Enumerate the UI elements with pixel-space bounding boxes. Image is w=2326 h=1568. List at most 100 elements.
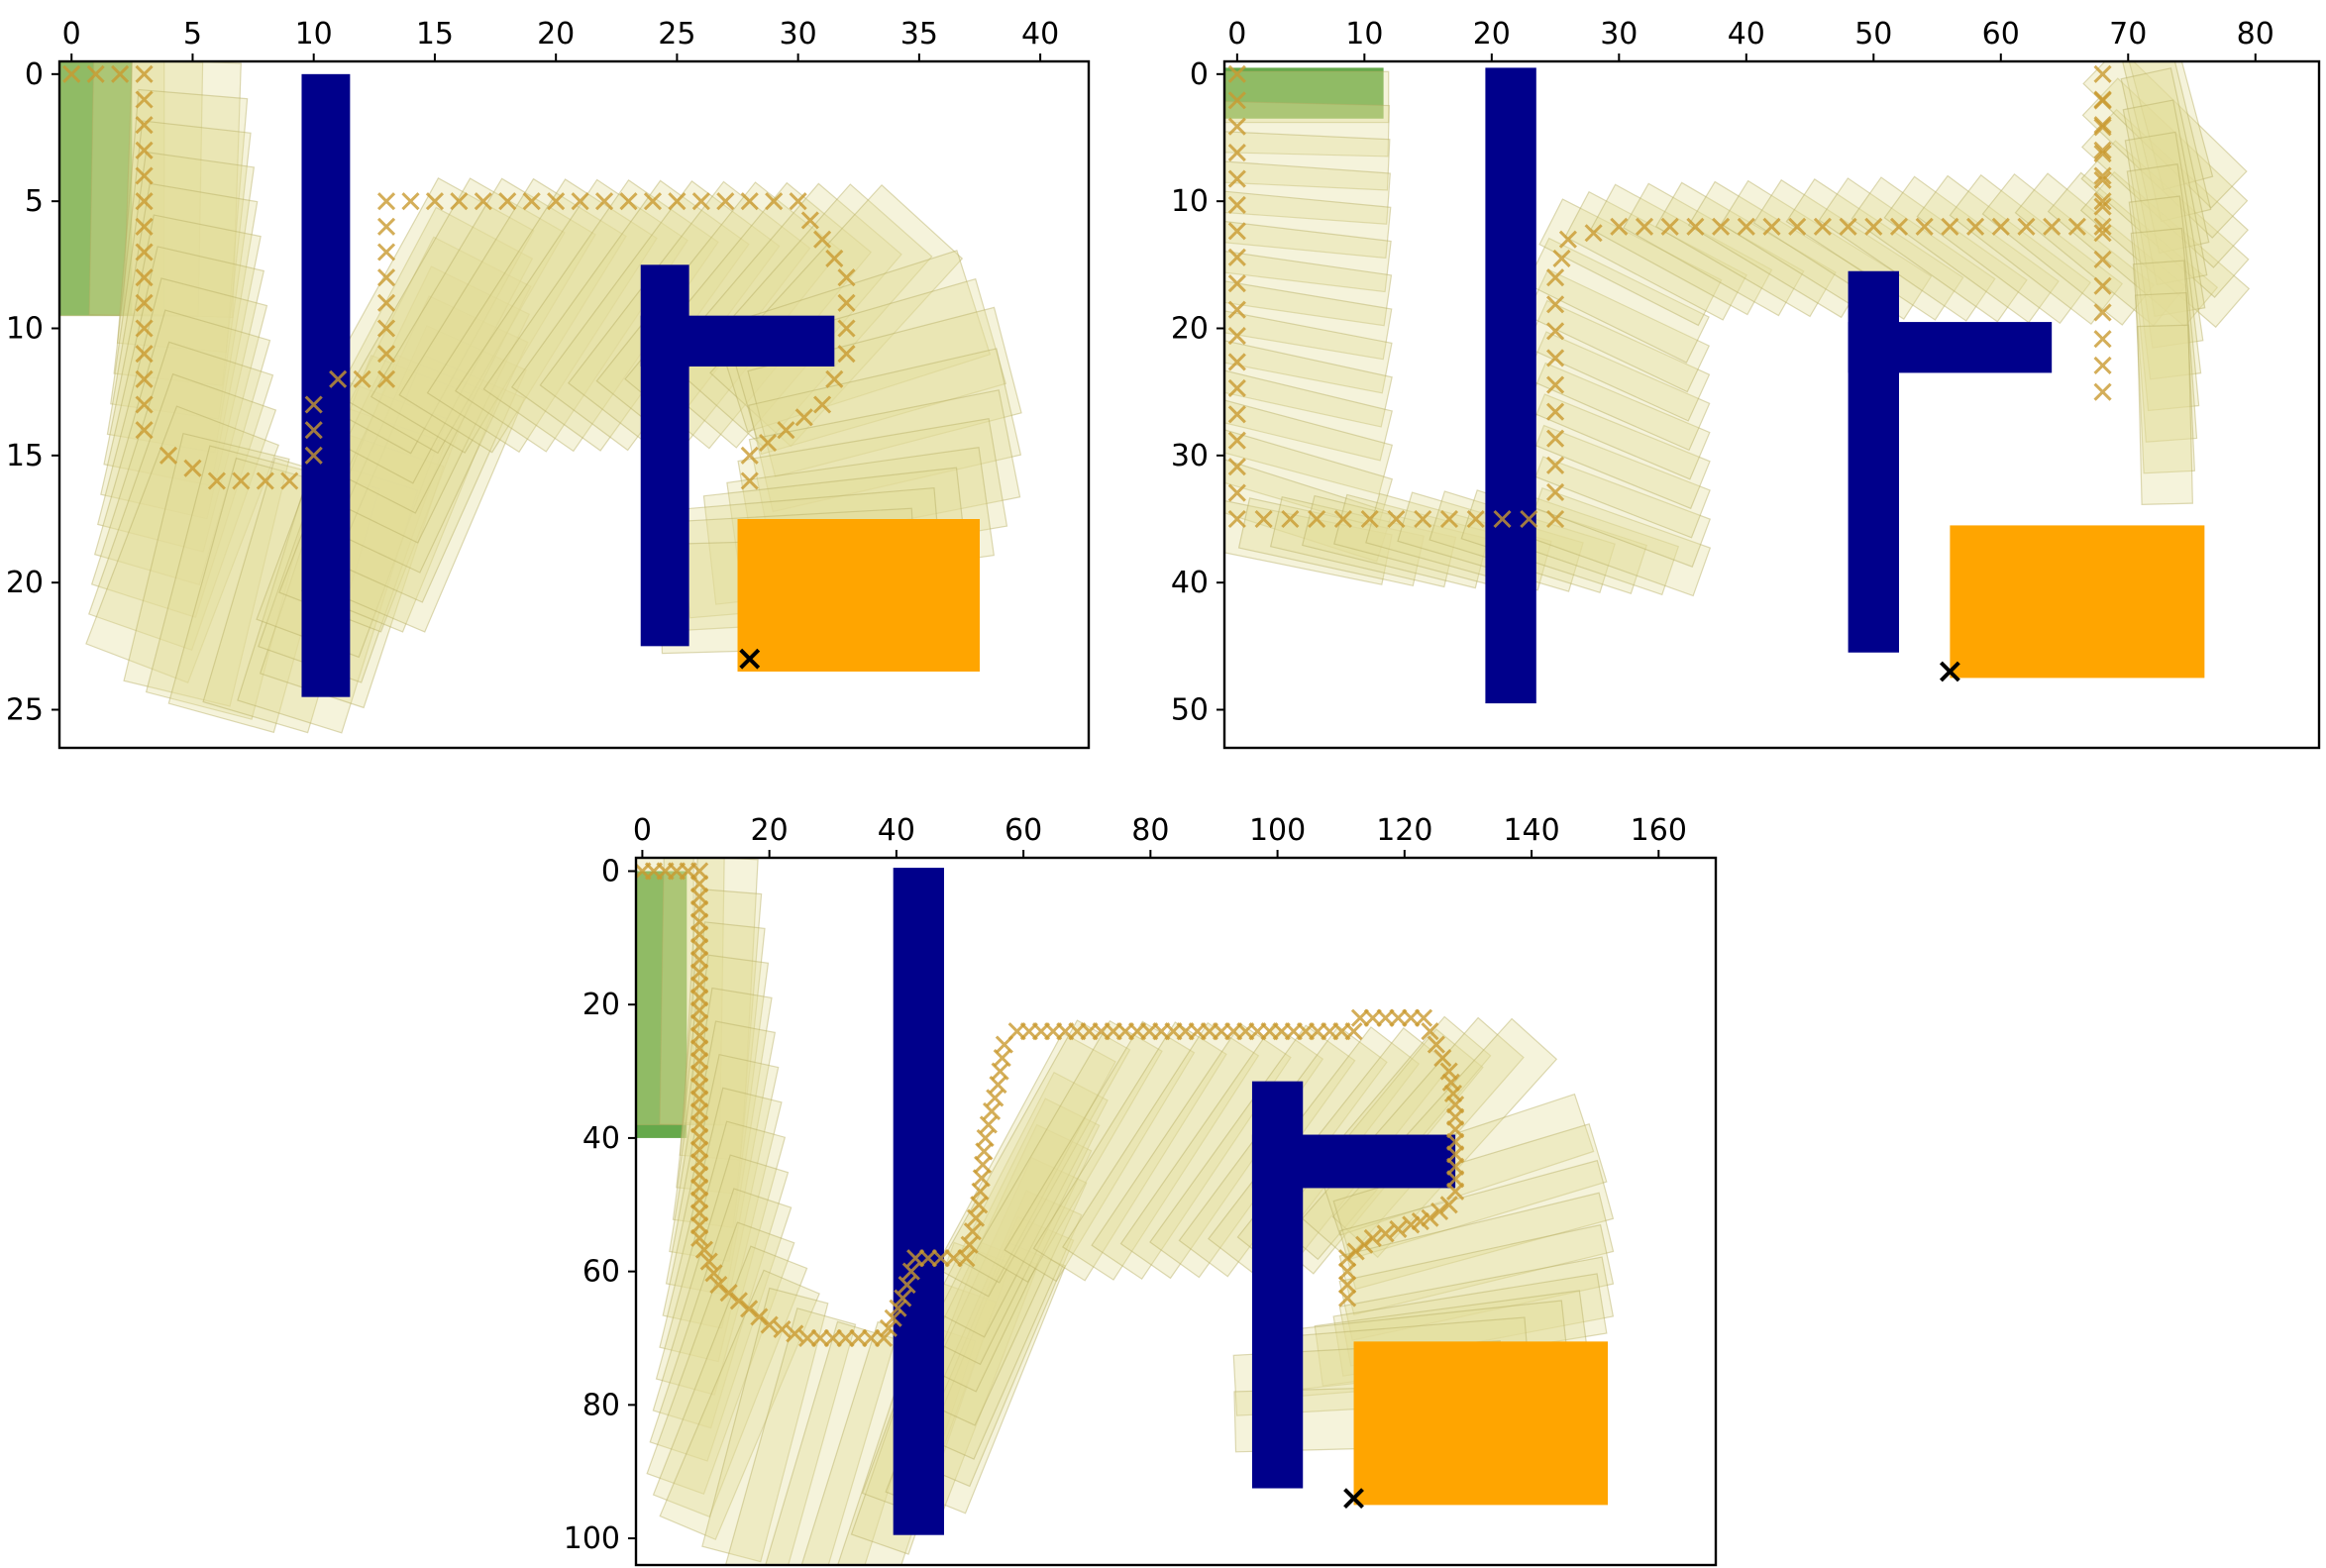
path-marker	[304, 395, 323, 414]
path-marker	[2093, 382, 2112, 401]
path-marker	[1546, 482, 1565, 501]
start-region	[59, 61, 133, 316]
path-marker	[376, 268, 396, 287]
robot-footprint	[925, 1098, 1101, 1366]
path-marker	[1338, 1249, 1357, 1268]
path-marker	[2093, 330, 2112, 349]
robot-footprint	[1981, 172, 2156, 326]
path-marker	[1493, 509, 1512, 529]
robot-footprint	[724, 1307, 857, 1565]
path-marker	[1712, 217, 1731, 236]
robot-footprint	[659, 1087, 783, 1363]
path-marker	[135, 64, 154, 83]
path-marker	[2093, 64, 2112, 83]
path-marker	[2093, 303, 2112, 322]
path-marker	[982, 1101, 1002, 1121]
robot-footprint	[1224, 398, 1394, 495]
path-marker	[1402, 1008, 1421, 1027]
y-tick-label: 10	[1171, 184, 1209, 219]
path-marker	[874, 1328, 894, 1348]
path-marker	[704, 1264, 723, 1283]
y-tick-label: 60	[582, 1255, 620, 1290]
path-marker	[304, 446, 323, 465]
path-marker	[135, 141, 154, 159]
x-tick-label: 15	[416, 17, 454, 52]
path-marker	[2093, 118, 2112, 137]
robot-footprint	[2130, 227, 2200, 412]
path-marker	[2093, 141, 2112, 159]
robot-footprint	[730, 277, 1007, 456]
robot-footprint	[123, 432, 290, 707]
path-marker	[1991, 217, 2010, 236]
path-marker	[1338, 1289, 1357, 1307]
path-marker	[1227, 195, 1246, 215]
robot-footprint	[649, 1188, 793, 1462]
robot-footprint	[655, 1120, 787, 1396]
path-marker	[979, 1115, 998, 1134]
robot-footprint	[659, 1269, 820, 1541]
path-marker	[691, 192, 710, 211]
robot-footprint	[1224, 189, 1392, 260]
path-marker	[1446, 1182, 1465, 1201]
path-marker	[2093, 224, 2112, 243]
path-marker	[1889, 217, 1909, 236]
x-tick-label: 20	[537, 17, 575, 52]
path-marker	[135, 116, 154, 135]
path-marker	[1402, 1215, 1421, 1234]
path-marker	[1227, 458, 1246, 476]
path-marker	[1584, 224, 1603, 243]
path-marker	[135, 192, 154, 211]
obstacle	[1848, 322, 2053, 373]
path-marker	[825, 249, 844, 267]
robot-footprint	[85, 405, 280, 683]
path-marker	[1227, 91, 1246, 110]
robot-footprint	[747, 348, 1022, 513]
path-marker	[699, 1252, 718, 1271]
path-marker	[918, 1249, 938, 1268]
path-marker	[1227, 405, 1246, 424]
robot-footprint	[323, 354, 526, 633]
path-marker	[1338, 1262, 1357, 1281]
path-marker	[450, 192, 469, 211]
path-marker	[786, 1324, 804, 1343]
path-marker	[740, 471, 759, 490]
x-tick-label: 5	[183, 17, 202, 52]
path-marker	[1421, 1208, 1439, 1227]
path-marker	[183, 459, 202, 477]
robot-footprint	[1224, 100, 1390, 157]
robot-footprint	[1237, 497, 1425, 587]
path-marker	[1389, 1008, 1408, 1027]
robot-footprint	[1525, 268, 1711, 393]
path-marker	[135, 421, 154, 440]
robot-footprint	[87, 372, 277, 652]
path-marker	[1227, 144, 1246, 162]
robot-footprint	[1224, 498, 1393, 585]
path-marker	[2093, 166, 2112, 185]
robot-footprint	[2116, 61, 2214, 191]
path-marker	[135, 268, 154, 287]
robot-footprint	[103, 214, 262, 486]
path-marker	[1376, 1008, 1395, 1027]
robot-footprint	[1654, 181, 1837, 318]
robot-footprint	[1062, 1021, 1260, 1281]
y-tick-label: 40	[582, 1121, 620, 1156]
path-marker	[898, 1276, 916, 1295]
robot-footprint	[761, 1320, 897, 1565]
robot-footprint	[1091, 1022, 1292, 1281]
path-marker	[474, 192, 492, 211]
x-tick-label: 140	[1503, 813, 1559, 848]
path-marker	[944, 1249, 963, 1268]
path-marker	[750, 1307, 769, 1326]
x-tick-label: 25	[658, 17, 695, 52]
path-marker	[1414, 1008, 1433, 1027]
path-marker	[2093, 91, 2112, 110]
path-marker	[1635, 217, 1654, 236]
robot-footprint	[90, 341, 274, 619]
path-marker	[759, 433, 778, 453]
path-marker	[760, 1315, 779, 1334]
robot-footprint	[1338, 1223, 1615, 1341]
y-tick-label: 0	[25, 57, 44, 92]
path-marker	[740, 446, 759, 465]
path-marker	[2043, 217, 2062, 236]
path-marker	[825, 369, 844, 388]
